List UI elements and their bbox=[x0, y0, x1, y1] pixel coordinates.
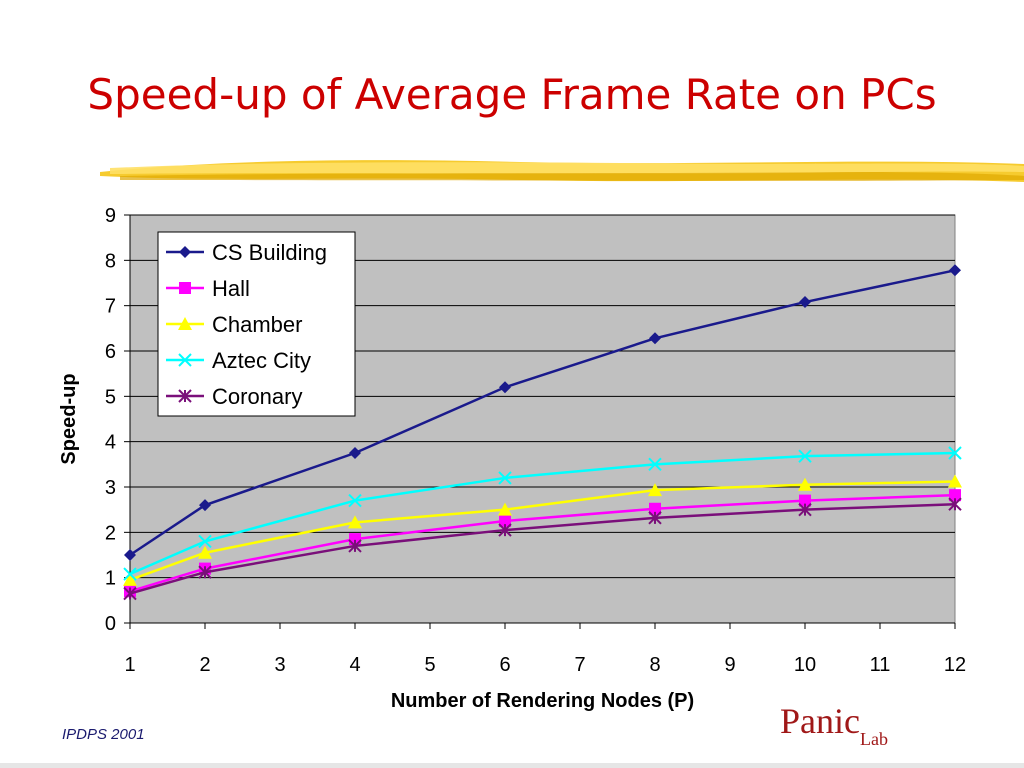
series-chamber bbox=[123, 474, 962, 586]
legend-swatch-marker bbox=[179, 246, 191, 258]
logo-sub-text: Lab bbox=[859, 729, 888, 749]
y-tick-label: 2 bbox=[105, 522, 116, 544]
y-tick-label: 1 bbox=[105, 568, 116, 590]
data-point-cs-building bbox=[349, 447, 361, 459]
legend-label: Coronary bbox=[212, 384, 302, 409]
x-tick-label: 2 bbox=[199, 654, 210, 676]
data-point-cs-building bbox=[649, 332, 661, 345]
series-aztec-city bbox=[123, 446, 962, 581]
data-point-coronary bbox=[798, 502, 812, 517]
data-point-cs-building bbox=[199, 499, 211, 512]
legend-swatch-marker bbox=[179, 282, 191, 294]
x-tick-label: 1 bbox=[124, 654, 135, 676]
data-point-coronary bbox=[123, 586, 137, 601]
legend-swatch-marker bbox=[178, 317, 192, 330]
x-tick-label: 10 bbox=[794, 654, 816, 676]
data-point-hall bbox=[799, 494, 811, 507]
data-point-hall bbox=[499, 515, 511, 527]
data-point-chamber bbox=[198, 545, 212, 559]
x-tick-label: 9 bbox=[724, 654, 735, 676]
y-tick-label: 5 bbox=[105, 386, 116, 408]
legend-label: Chamber bbox=[212, 312, 302, 337]
x-axis-label: Number of Rendering Nodes (P) bbox=[391, 690, 694, 712]
data-point-aztec-city bbox=[798, 449, 812, 463]
data-point-aztec-city bbox=[348, 493, 362, 508]
title-underline-brush bbox=[100, 160, 1024, 182]
grid-lines bbox=[130, 214, 955, 579]
x-tick-label: 11 bbox=[870, 654, 891, 676]
data-point-chamber bbox=[498, 502, 512, 516]
legend-swatch-marker bbox=[178, 389, 192, 403]
data-point-chamber bbox=[348, 515, 362, 529]
data-point-chamber bbox=[948, 474, 962, 488]
legend-label: CS Building bbox=[212, 240, 327, 265]
legend-item-cs-building: CS Building bbox=[166, 240, 327, 265]
data-point-hall bbox=[649, 502, 661, 515]
legend-item-aztec-city: Aztec City bbox=[166, 348, 311, 373]
data-point-aztec-city bbox=[498, 471, 512, 485]
y-tick-label: 3 bbox=[105, 477, 116, 499]
legend-item-chamber: Chamber bbox=[166, 312, 302, 337]
panic-lab-logo: PanicLab bbox=[780, 700, 888, 749]
data-point-aztec-city bbox=[198, 534, 212, 549]
legend-label: Hall bbox=[212, 276, 250, 301]
legend: CS Building Hall Chamber Aztec City Coronary bbox=[157, 231, 356, 417]
series-cs-building bbox=[124, 264, 961, 561]
series-layer bbox=[123, 264, 962, 601]
x-tick-label: 4 bbox=[349, 654, 360, 676]
logo-main-text: Panic bbox=[780, 701, 860, 741]
data-point-coronary bbox=[198, 565, 212, 579]
y-tick-label: 9 bbox=[105, 205, 116, 227]
y-tick-label: 4 bbox=[105, 432, 116, 454]
data-point-chamber bbox=[798, 477, 812, 491]
data-point-coronary bbox=[948, 497, 962, 511]
x-tick-label: 6 bbox=[499, 654, 510, 676]
data-point-aztec-city bbox=[123, 567, 137, 581]
y-tick-label: 8 bbox=[105, 250, 116, 272]
legend-swatch-marker bbox=[178, 353, 192, 367]
footer-rule bbox=[0, 763, 1024, 768]
data-point-cs-building bbox=[124, 549, 136, 561]
data-point-chamber bbox=[648, 483, 662, 497]
series-coronary bbox=[123, 497, 962, 601]
y-tick-label: 0 bbox=[105, 613, 116, 635]
data-point-cs-building bbox=[799, 296, 811, 309]
data-point-aztec-city bbox=[948, 446, 962, 460]
legend-item-hall: Hall bbox=[166, 276, 250, 301]
data-point-chamber bbox=[123, 572, 137, 586]
x-tick-label: 5 bbox=[424, 654, 435, 676]
data-point-coronary bbox=[498, 523, 512, 537]
footer-conference-label: IPDPS 2001 bbox=[62, 726, 145, 743]
slide-title: Speed-up of Average Frame Rate on PCs bbox=[87, 70, 937, 119]
legend-label: Aztec City bbox=[212, 348, 311, 373]
x-tick-label: 7 bbox=[574, 654, 585, 676]
x-tick-label: 12 bbox=[944, 654, 966, 676]
y-tick-label: 7 bbox=[105, 296, 116, 318]
data-point-coronary bbox=[648, 511, 662, 525]
legend-item-coronary: Coronary bbox=[166, 384, 302, 409]
x-tick-label: 8 bbox=[649, 654, 660, 676]
data-point-cs-building bbox=[499, 381, 511, 394]
data-point-cs-building bbox=[949, 264, 961, 277]
y-tick-label: 6 bbox=[105, 341, 116, 363]
data-point-hall bbox=[949, 489, 961, 502]
data-point-aztec-city bbox=[648, 457, 662, 472]
y-axis-label: Speed-up bbox=[58, 373, 80, 464]
data-point-coronary bbox=[348, 539, 362, 553]
x-tick-label: 3 bbox=[274, 654, 285, 676]
